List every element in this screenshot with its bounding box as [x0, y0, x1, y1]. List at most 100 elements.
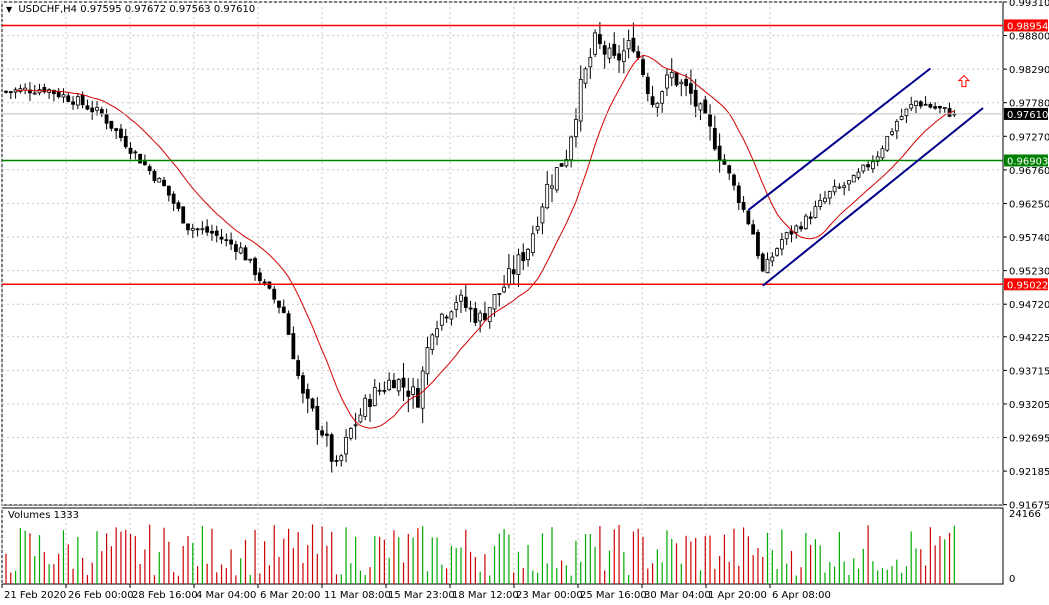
candle-bull	[554, 167, 559, 191]
candle-bull	[837, 186, 842, 189]
candle-bear	[918, 101, 923, 107]
y-tick-label: 0.91675	[1009, 501, 1049, 512]
candle-bear	[473, 308, 478, 323]
candle-bull	[890, 131, 894, 135]
candle-bear	[602, 45, 607, 55]
up-arrow-icon	[957, 74, 971, 88]
candle-bear	[645, 76, 650, 94]
price-pane-frame	[1, 1, 1004, 506]
x-tick-label: 18 Mar 12:00	[452, 590, 519, 601]
x-tick-label: 6 Mar 20:00	[260, 590, 320, 601]
candle-bull	[506, 268, 511, 286]
candle-bear	[693, 89, 698, 107]
candle-bear	[4, 90, 8, 93]
candle-bull	[880, 148, 885, 159]
candle-bear	[511, 269, 516, 275]
candle-bull	[411, 386, 416, 395]
chart-header: ▼ USDCHF,H4 0.97595 0.97672 0.97563 0.97…	[6, 4, 255, 15]
candle-bull	[665, 74, 669, 89]
candle-bear	[166, 185, 171, 196]
candle-bear	[210, 230, 214, 234]
candle-bear	[181, 206, 186, 224]
candle-bull	[779, 239, 784, 250]
candle-bear	[195, 228, 200, 231]
candle-bull	[353, 424, 358, 427]
candle-bull	[487, 307, 492, 323]
candle-bear	[741, 202, 746, 210]
candle-bull	[765, 258, 770, 274]
candle-bear	[751, 224, 756, 235]
level-price-tag	[1004, 19, 1048, 32]
candle-bear	[597, 34, 602, 45]
candle-bull	[827, 191, 832, 199]
candle-bear	[233, 244, 238, 252]
candle-bear	[257, 272, 262, 281]
candle-bull	[813, 206, 818, 218]
volume-pane-frame	[1, 507, 1004, 585]
header-open: 0.97595	[80, 4, 122, 15]
y-tick-label: 0.99310	[1009, 0, 1049, 9]
candle-bull	[248, 258, 253, 261]
candle-bull	[478, 312, 483, 322]
candle-bull	[660, 91, 665, 104]
candle-bear	[186, 223, 190, 231]
candle-bear	[315, 405, 320, 431]
candle-bear	[152, 170, 157, 182]
x-tick-label: 21 Feb 2020	[4, 590, 66, 601]
candle-bear	[128, 147, 133, 154]
candle-bear	[684, 78, 689, 87]
candle-bull	[430, 334, 435, 350]
candle-bear	[301, 375, 305, 394]
candle-bear	[368, 399, 372, 407]
candle-bull	[942, 107, 947, 109]
y-tick-label: 0.92185	[1009, 467, 1049, 478]
candle-bull	[454, 302, 459, 310]
candle-bull	[190, 228, 195, 231]
candle-bull	[502, 286, 507, 293]
candle-bear	[708, 114, 712, 127]
candle-bear	[28, 89, 32, 94]
candle-bear	[267, 281, 272, 289]
candle-bull	[497, 293, 502, 295]
candle-bear	[66, 95, 71, 102]
x-tick-label: 26 Feb 00:00	[68, 590, 134, 601]
candle-bull	[842, 185, 847, 188]
candle-bear	[119, 128, 123, 139]
candle-bear	[85, 105, 90, 110]
x-tick-label: 6 Apr 08:00	[772, 590, 831, 601]
candle-bull	[578, 78, 583, 122]
candle-bull	[856, 171, 861, 178]
x-tick-label: 1 Apr 20:00	[708, 590, 767, 601]
candle-bull	[387, 379, 392, 391]
current-price-label: 0.97610	[1007, 110, 1048, 121]
candle-bull	[655, 102, 660, 108]
y-tick-label: 0.96250	[1009, 199, 1049, 210]
candle-bull	[61, 94, 66, 98]
collapse-triangle-icon[interactable]: ▼	[6, 5, 13, 14]
level-price-label: 0.95022	[1007, 280, 1048, 291]
candle-bull	[847, 180, 851, 185]
candle-bear	[138, 153, 143, 164]
candle-bear	[272, 288, 277, 300]
header-close: 0.97610	[213, 4, 256, 15]
candle-bear	[324, 433, 329, 436]
candle-bear	[444, 316, 449, 319]
candle-bull	[32, 92, 37, 95]
y-tick-label: 0.92695	[1009, 434, 1049, 445]
x-tick-label: 28 Feb 16:00	[132, 590, 198, 601]
candle-bear	[415, 387, 420, 408]
candle-bear	[296, 360, 301, 376]
candle-bear	[123, 135, 128, 148]
header-symbol: USDCHF,H4	[18, 4, 78, 15]
candle-bear	[310, 398, 315, 409]
candle-bull	[530, 233, 535, 253]
volume-zero-label: 0	[1009, 574, 1015, 585]
candle-bull	[775, 248, 780, 256]
volume-panel-title: Volumes 1333	[8, 510, 80, 521]
candle-bull	[535, 226, 540, 231]
candle-bear	[377, 389, 382, 392]
candle-bear	[109, 120, 114, 129]
candle-bear	[99, 109, 104, 115]
candle-bull	[914, 100, 918, 107]
candle-bear	[406, 390, 411, 397]
